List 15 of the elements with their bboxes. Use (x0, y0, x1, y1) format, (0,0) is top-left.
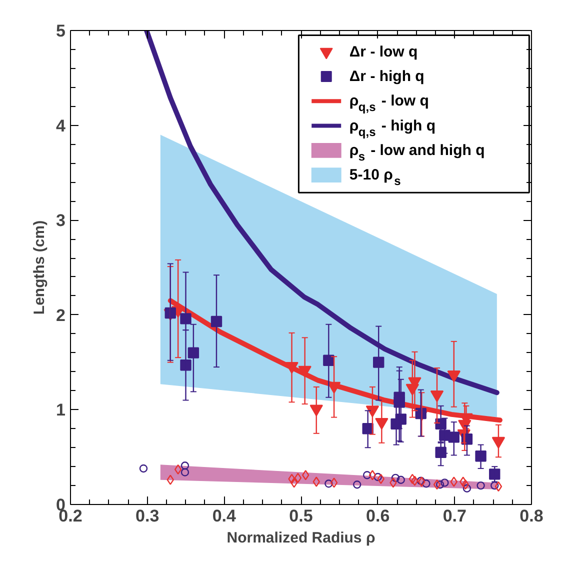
x-tick-label: 0.7 (442, 506, 466, 526)
x-axis-title: Normalized Radius ρ (226, 530, 376, 546)
y-tick-label: 2 (56, 306, 66, 325)
y-tick-label: 1 (56, 400, 66, 420)
x-tick-label: 0.5 (289, 506, 313, 526)
y-tick-label: 5 (56, 22, 66, 40)
y-tick-label: 4 (56, 116, 66, 136)
legend-label: Δr - low q (349, 43, 418, 60)
x-tick-label: 0.4 (212, 506, 237, 526)
x-tick-label: 0.3 (136, 506, 160, 526)
y-tick-label: 3 (56, 211, 66, 230)
x-tick-label: 0.6 (366, 506, 390, 526)
y-axis-title: Lengths (cm) (31, 220, 48, 315)
legend-label: Δr - high q (349, 68, 424, 85)
x-tick-label: 0.8 (520, 506, 544, 526)
